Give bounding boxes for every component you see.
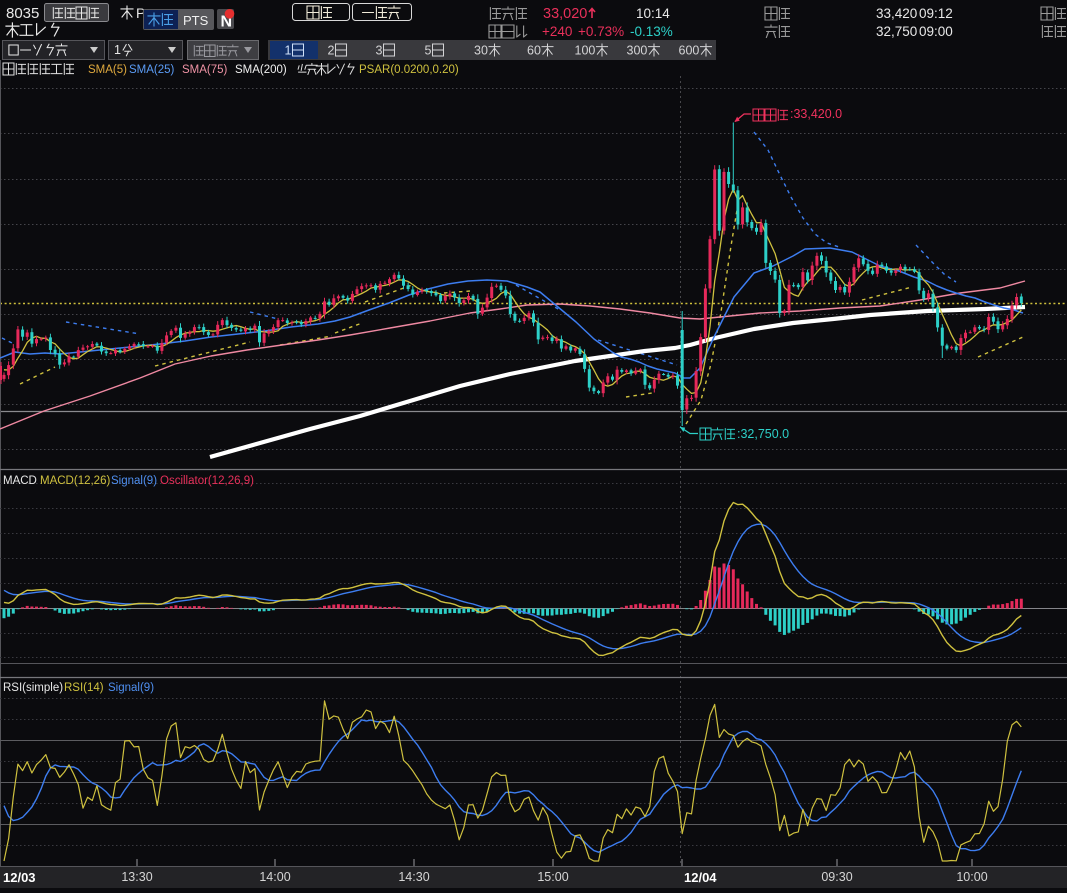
svg-text:1: 1 [285,44,292,58]
svg-text:100: 100 [575,44,596,58]
svg-text:N: N [221,14,233,31]
svg-text:-0.13%: -0.13% [630,24,673,39]
svg-text:60: 60 [527,44,541,58]
svg-text:1: 1 [114,43,121,57]
svg-text:SMA(200): SMA(200) [235,64,287,76]
svg-text:RSI(simple): RSI(simple) [3,682,63,694]
svg-text:PSAR(0.0200,0.20): PSAR(0.0200,0.20) [359,64,459,76]
svg-text:Signal(9): Signal(9) [111,475,157,487]
svg-text:5: 5 [425,44,432,58]
svg-text:09:12: 09:12 [919,6,953,21]
svg-text:300: 300 [627,44,648,58]
svg-text::32,750.0: :32,750.0 [737,427,789,441]
svg-text:10:00: 10:00 [956,870,987,884]
svg-text::33,420.0: :33,420.0 [790,107,842,121]
svg-text:+240: +240 [542,24,572,39]
svg-text:09:00: 09:00 [919,24,953,39]
svg-text:33,020: 33,020 [543,6,587,22]
svg-text:SMA(25): SMA(25) [129,64,175,76]
svg-text:12/03: 12/03 [3,870,36,885]
svg-text:8035: 8035 [6,5,39,22]
svg-text:RSI(14): RSI(14) [64,682,104,694]
svg-text:30: 30 [474,44,488,58]
svg-text:SMA(5): SMA(5) [88,64,127,76]
svg-text:33,420: 33,420 [876,6,917,21]
svg-text:10:14: 10:14 [636,6,670,21]
svg-text:32,750: 32,750 [876,24,917,39]
svg-text:15:00: 15:00 [537,870,568,884]
svg-text:MACD(12,26): MACD(12,26) [40,475,110,487]
svg-text:14:00: 14:00 [259,870,290,884]
svg-text:Signal(9): Signal(9) [108,682,154,694]
svg-text:14:30: 14:30 [398,870,429,884]
svg-text:P: P [136,5,145,21]
svg-text:3: 3 [376,44,383,58]
svg-text:13:30: 13:30 [121,870,152,884]
svg-text:+0.73%: +0.73% [578,24,624,39]
svg-text:12/04: 12/04 [684,870,717,885]
svg-text:2: 2 [328,44,335,58]
svg-text:600: 600 [679,44,700,58]
svg-text:Oscillator(12,26,9): Oscillator(12,26,9) [160,475,254,487]
svg-text:MACD: MACD [3,475,37,487]
svg-text:PTS: PTS [183,13,209,28]
svg-text:09:30: 09:30 [821,870,852,884]
svg-text:SMA(75): SMA(75) [182,64,228,76]
